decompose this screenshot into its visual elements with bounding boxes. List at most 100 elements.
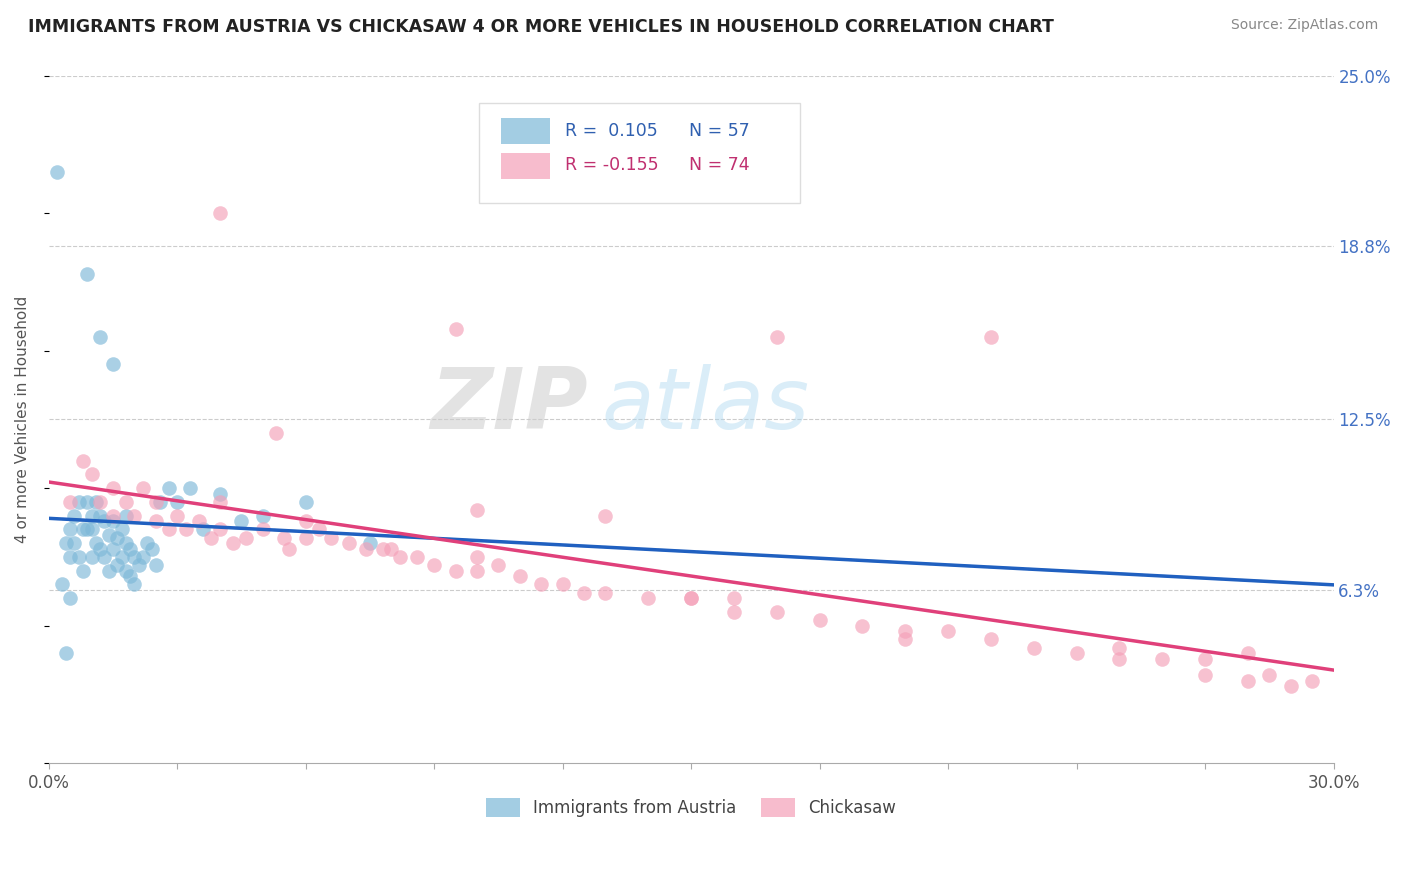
- Point: [72, 453, 94, 467]
- Point: [55, 536, 77, 550]
- Point: [465, 564, 488, 578]
- Point: [51, 577, 73, 591]
- Point: [80, 549, 103, 564]
- Point: [89, 508, 111, 523]
- Point: [145, 558, 167, 573]
- Point: [444, 564, 467, 578]
- Point: [765, 330, 787, 344]
- Point: [509, 569, 531, 583]
- Point: [93, 549, 115, 564]
- Point: [530, 577, 553, 591]
- Point: [97, 528, 120, 542]
- Text: atlas: atlas: [602, 364, 810, 447]
- Point: [145, 495, 167, 509]
- Point: [936, 624, 959, 639]
- Point: [166, 508, 188, 523]
- Point: [89, 541, 111, 556]
- Point: [209, 486, 232, 500]
- Point: [101, 508, 124, 523]
- Point: [132, 549, 155, 564]
- Point: [851, 618, 873, 632]
- Point: [252, 522, 274, 536]
- Point: [120, 569, 142, 583]
- Point: [444, 321, 467, 335]
- Point: [110, 522, 132, 536]
- Point: [191, 522, 214, 536]
- Text: N = 74: N = 74: [689, 156, 749, 174]
- Point: [145, 514, 167, 528]
- FancyBboxPatch shape: [501, 153, 550, 178]
- Point: [371, 541, 394, 556]
- Point: [101, 357, 124, 371]
- Point: [59, 495, 82, 509]
- Point: [1152, 651, 1174, 665]
- Point: [110, 549, 132, 564]
- Point: [105, 531, 128, 545]
- Point: [209, 522, 232, 536]
- Point: [235, 531, 257, 545]
- Point: [765, 605, 787, 619]
- Point: [55, 646, 77, 660]
- Point: [231, 514, 253, 528]
- Point: [132, 481, 155, 495]
- Point: [84, 495, 107, 509]
- Point: [1237, 673, 1260, 688]
- Point: [465, 503, 488, 517]
- Point: [157, 522, 180, 536]
- Point: [93, 514, 115, 528]
- Point: [157, 481, 180, 495]
- Point: [359, 536, 381, 550]
- Point: [149, 495, 172, 509]
- Legend: Immigrants from Austria, Chickasaw: Immigrants from Austria, Chickasaw: [479, 791, 903, 823]
- Point: [572, 585, 595, 599]
- Point: [277, 541, 299, 556]
- Point: [1194, 668, 1216, 682]
- Point: [264, 426, 287, 441]
- Point: [67, 495, 90, 509]
- Text: IMMIGRANTS FROM AUSTRIA VS CHICKASAW 4 OR MORE VEHICLES IN HOUSEHOLD CORRELATION: IMMIGRANTS FROM AUSTRIA VS CHICKASAW 4 O…: [28, 18, 1054, 36]
- Point: [294, 495, 316, 509]
- Point: [124, 577, 146, 591]
- Point: [59, 591, 82, 606]
- FancyBboxPatch shape: [479, 103, 800, 202]
- Point: [187, 514, 209, 528]
- Point: [84, 536, 107, 550]
- Point: [120, 541, 142, 556]
- Point: [114, 508, 136, 523]
- Point: [101, 541, 124, 556]
- Point: [174, 522, 197, 536]
- Point: [337, 536, 360, 550]
- Point: [980, 632, 1002, 647]
- Point: [681, 591, 703, 606]
- Point: [166, 495, 188, 509]
- Point: [89, 495, 111, 509]
- Point: [101, 514, 124, 528]
- Point: [406, 549, 429, 564]
- Point: [59, 549, 82, 564]
- Point: [80, 508, 103, 523]
- Text: R =  0.105: R = 0.105: [565, 121, 658, 139]
- Point: [380, 541, 402, 556]
- Point: [808, 613, 831, 627]
- Point: [63, 508, 86, 523]
- Point: [67, 549, 90, 564]
- Point: [723, 591, 745, 606]
- Point: [63, 536, 86, 550]
- Point: [72, 564, 94, 578]
- Point: [89, 330, 111, 344]
- Text: R = -0.155: R = -0.155: [565, 156, 659, 174]
- Point: [681, 591, 703, 606]
- Point: [1108, 640, 1130, 655]
- Point: [894, 624, 917, 639]
- Point: [222, 536, 245, 550]
- Point: [1301, 673, 1323, 688]
- Point: [114, 536, 136, 550]
- Point: [209, 495, 232, 509]
- Y-axis label: 4 or more Vehicles in Household: 4 or more Vehicles in Household: [15, 296, 30, 543]
- Point: [894, 632, 917, 647]
- Point: [354, 541, 377, 556]
- Point: [200, 531, 222, 545]
- Point: [723, 605, 745, 619]
- Point: [252, 508, 274, 523]
- Point: [637, 591, 659, 606]
